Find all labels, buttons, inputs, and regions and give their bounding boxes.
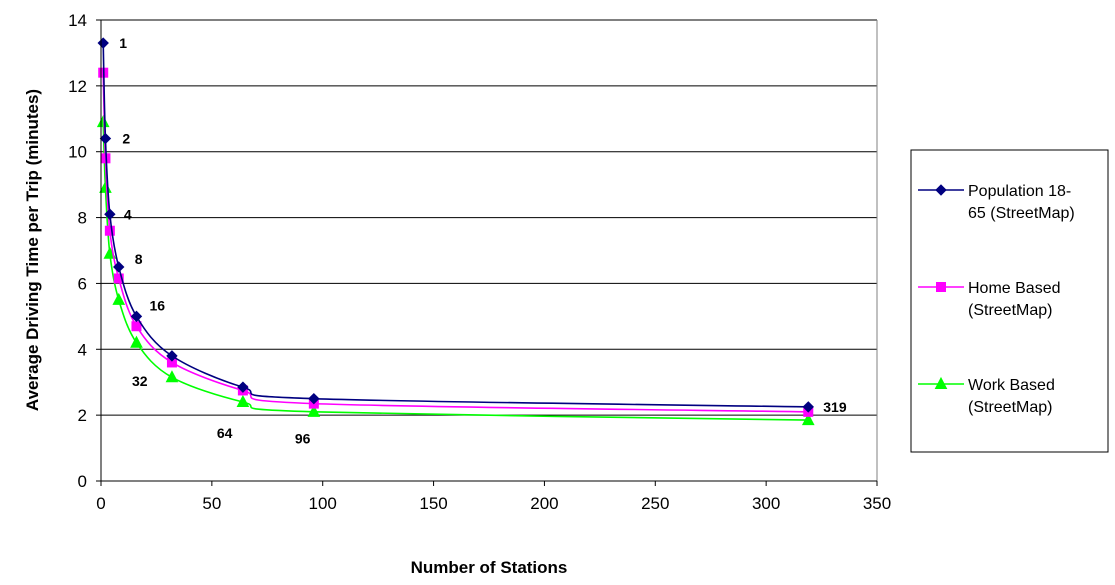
data-label: 1	[119, 35, 127, 51]
data-point	[165, 370, 179, 383]
data-label: 319	[823, 399, 847, 415]
data-label: 8	[135, 251, 143, 267]
y-tick-label: 14	[68, 11, 87, 30]
legend-item: Work Based (StreetMap)	[918, 376, 1055, 416]
y-tick-label: 8	[78, 209, 87, 228]
legend-box	[910, 149, 1109, 453]
x-tick-label: 100	[309, 494, 337, 513]
legend-item: Population 18- 65 (StreetMap)	[918, 183, 1075, 222]
legend-label: Home Based	[968, 280, 1061, 297]
data-point	[99, 132, 112, 145]
x-axis-title: Number of Stations	[411, 558, 568, 577]
y-tick-label: 12	[68, 77, 87, 96]
legend-items: Population 18- 65 (StreetMap) Home Based (S…	[918, 183, 1075, 416]
series-group	[96, 37, 815, 426]
data-label: 64	[217, 425, 233, 441]
data-point	[308, 392, 320, 405]
data-point	[236, 394, 250, 407]
legend-marker	[935, 184, 947, 196]
data-point	[131, 321, 142, 332]
data-point	[130, 335, 143, 348]
y-tick-label: 2	[78, 406, 87, 425]
plot-frame	[101, 20, 877, 481]
legend-label: (StreetMap)	[968, 399, 1052, 416]
data-point	[104, 208, 116, 220]
data-point	[802, 401, 814, 413]
data-point	[104, 225, 115, 236]
x-tick-label: 200	[530, 494, 558, 513]
data-point	[801, 413, 815, 426]
y-tick-label: 10	[68, 143, 87, 162]
x-axis-ticks: 0 50 100 150 200 250 300 350	[96, 481, 891, 513]
y-tick-label: 6	[78, 274, 87, 293]
gridlines	[101, 19, 877, 416]
series-diamond	[97, 37, 814, 413]
x-tick-label: 0	[96, 494, 105, 513]
legend-marker	[934, 376, 948, 389]
data-label: 16	[149, 297, 165, 313]
data-point	[96, 115, 110, 128]
x-tick-label: 50	[202, 494, 221, 513]
x-tick-label: 300	[752, 494, 780, 513]
data-point	[307, 404, 321, 417]
x-tick-label: 250	[641, 494, 669, 513]
data-point	[113, 273, 124, 284]
x-tick-label: 350	[863, 494, 891, 513]
data-label: 32	[132, 373, 148, 389]
legend-label: Work Based	[968, 377, 1055, 394]
y-tick-label: 4	[78, 340, 87, 359]
legend-label: (StreetMap)	[968, 302, 1052, 319]
data-labels: 1 2 4 8 16 32 64 96 319	[119, 35, 847, 447]
data-point	[130, 310, 143, 323]
plot-area: 1 2 4 8 16 32 64 96 319	[96, 19, 878, 481]
legend-item: Home Based (StreetMap)	[918, 280, 1061, 319]
legend-label: 65 (StreetMap)	[968, 205, 1075, 222]
y-axis-title: Average Driving Time per Trip (minutes)	[23, 89, 42, 411]
y-axis-ticks: 0 2 4 6 8 10 12 14	[68, 11, 101, 491]
data-label: 2	[122, 131, 130, 147]
x-tick-label: 150	[419, 494, 447, 513]
legend-marker	[936, 282, 946, 292]
data-label: 96	[295, 431, 311, 447]
y-tick-label: 0	[78, 472, 87, 491]
data-point	[113, 261, 125, 273]
legend: Population 18- 65 (StreetMap) Home Based (S…	[910, 149, 1109, 453]
data-point	[166, 350, 178, 362]
data-label: 4	[124, 206, 132, 222]
data-point	[237, 381, 249, 393]
data-point	[112, 292, 126, 305]
legend-label: Population 18-	[968, 183, 1071, 200]
